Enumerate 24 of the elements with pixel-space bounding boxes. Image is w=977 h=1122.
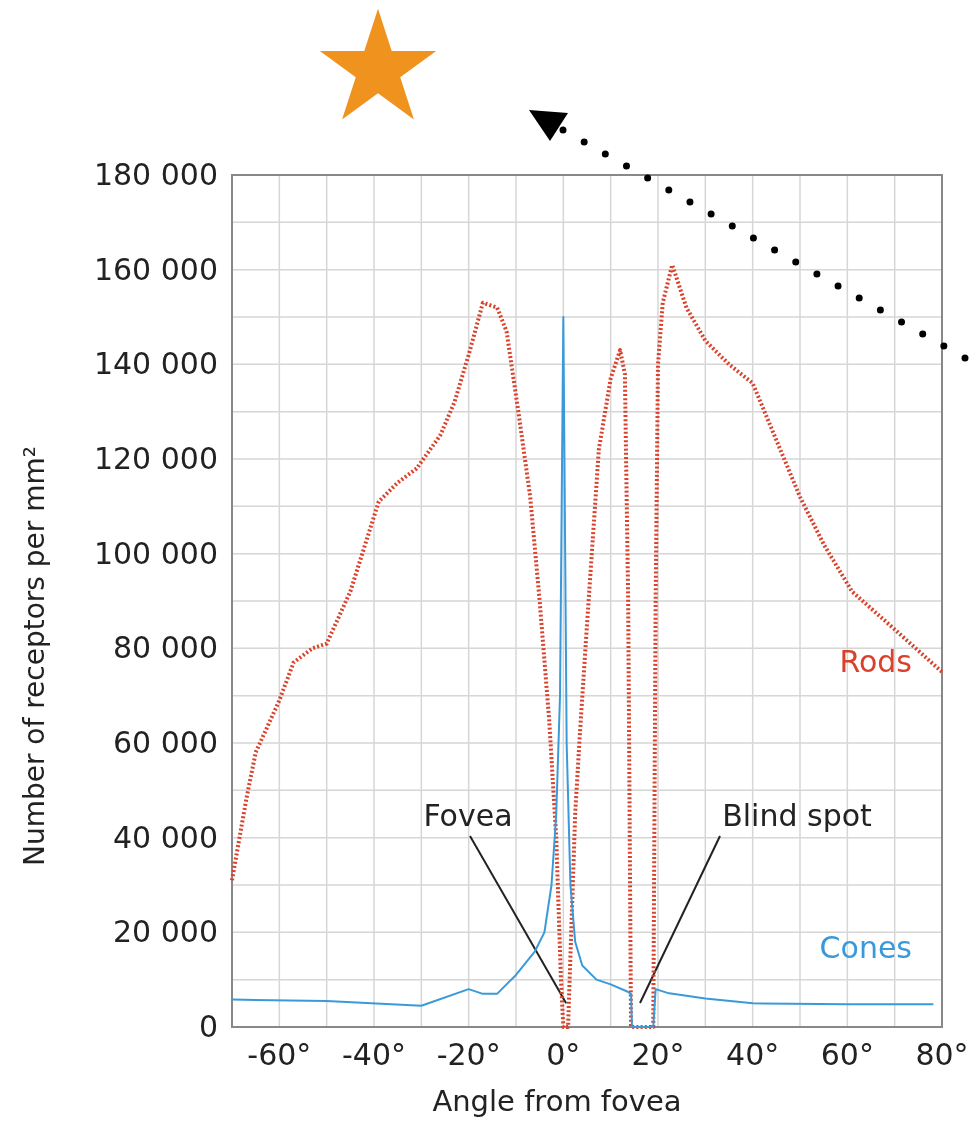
x-tick-label: -20° — [436, 1037, 501, 1072]
y-tick-label: 20 000 — [113, 914, 218, 950]
annotation: Fovea — [423, 798, 513, 833]
y-tick-label: 80 000 — [113, 630, 218, 666]
x-tick-label: 20° — [631, 1037, 685, 1072]
x-tick-label: 80° — [915, 1037, 969, 1072]
y-tick-label: 0 — [198, 1009, 218, 1044]
y-tick-label: 180 000 — [93, 157, 218, 192]
annotation: Blind spot — [722, 798, 873, 833]
y-tick-label: 60 000 — [113, 725, 218, 760]
y-tick-label: 160 000 — [93, 251, 218, 287]
series-label: Cones — [819, 930, 912, 965]
x-tick-label: 40° — [726, 1037, 780, 1072]
x-tick-label: -60° — [247, 1037, 312, 1072]
series-label: Rods — [839, 644, 912, 679]
x-tick-label: 60° — [820, 1037, 874, 1072]
y-axis-title: Number of receptors per mm² — [18, 445, 51, 867]
x-axis-title: Angle from fovea — [432, 1084, 682, 1118]
x-tick-label: 0° — [546, 1037, 581, 1072]
y-tick-label: 100 000 — [93, 535, 218, 571]
y-tick-label: 120 000 — [93, 441, 218, 476]
y-tick-label: 140 000 — [93, 346, 218, 382]
y-tick-label: 40 000 — [113, 819, 218, 855]
x-tick-label: -40° — [342, 1037, 406, 1072]
